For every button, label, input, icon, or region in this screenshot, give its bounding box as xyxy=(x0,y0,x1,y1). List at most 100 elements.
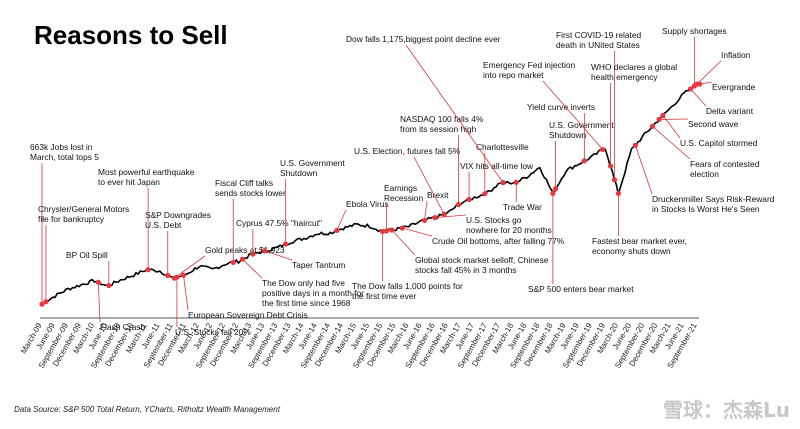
sp500-line xyxy=(41,83,698,305)
event-marker xyxy=(466,196,472,203)
event-leader-line xyxy=(405,44,504,183)
event-label: U.S. Stocks fall 20% xyxy=(175,327,251,337)
event-label: Global stock market selloff, Chinese stoc… xyxy=(415,255,549,275)
event-leader-line xyxy=(652,125,691,160)
event-marker xyxy=(632,142,639,148)
event-label: Ebola Virus xyxy=(346,199,389,209)
event-marker xyxy=(432,215,438,221)
event-label: Gold peaks at $1,923 xyxy=(205,245,285,255)
event-marker xyxy=(399,225,405,231)
event-marker xyxy=(607,163,614,169)
event-label: U.S. Government Shutdown xyxy=(549,120,614,140)
event-marker xyxy=(550,190,556,197)
event-marker xyxy=(389,227,395,233)
event-marker xyxy=(383,228,390,234)
event-label: Most powerful earthquake to ever hit Japa… xyxy=(98,167,195,187)
chart-title: Reasons to Sell xyxy=(34,20,228,50)
event-label: Fears of contested election xyxy=(690,159,760,179)
event-leader-line xyxy=(402,227,433,237)
event-leader-line xyxy=(242,258,263,279)
event-marker xyxy=(106,282,112,289)
event-leader-line xyxy=(696,60,722,85)
event-marker xyxy=(513,179,519,185)
event-marker xyxy=(262,248,268,254)
event-label: Delta variant xyxy=(706,106,754,116)
event-label: Earnings Recession xyxy=(384,183,423,203)
event-label: Fiscal Cliff talks sends stocks lower xyxy=(215,178,286,198)
event-marker xyxy=(380,228,386,235)
event-marker xyxy=(687,86,694,92)
event-marker xyxy=(656,116,662,123)
event-leader-line xyxy=(336,209,347,231)
event-marker xyxy=(649,123,656,129)
event-marker xyxy=(230,259,236,265)
event-label: Cyprus 47.5% "haircut" xyxy=(236,218,322,228)
event-label: Charlottesville xyxy=(476,142,529,152)
event-label: U.S. Capitol stormed xyxy=(680,138,758,148)
event-label: European Sovereign Debt Crisis xyxy=(188,310,308,320)
event-label: BP Oil Spill xyxy=(66,250,108,260)
event-label: Dow falls 1,175,biggest point decline ev… xyxy=(346,34,501,44)
event-label: S&P Downgrades U.S. Debt xyxy=(145,210,211,230)
event-label: Druckenmiller Says Risk-Reward in Stocks … xyxy=(652,194,775,214)
event-marker xyxy=(145,267,151,273)
event-leader-line xyxy=(424,200,428,221)
event-label: NASDAQ 100 falls 4% from its session high xyxy=(400,114,484,134)
event-label: Inflation xyxy=(721,50,751,60)
event-marker xyxy=(180,272,187,278)
event-label: Fastest bear market ever, economy shuts d… xyxy=(592,236,687,256)
event-label: Brexit xyxy=(427,190,449,200)
event-leader-line xyxy=(264,250,293,261)
event-marker xyxy=(95,279,101,285)
event-label: Trade War xyxy=(503,202,542,212)
event-marker xyxy=(691,83,697,89)
event-label: The Dow falls 1,000 points for the first … xyxy=(352,281,463,301)
event-marker xyxy=(455,201,462,208)
event-label: Emergency Fed injection into repo market xyxy=(483,60,576,80)
event-marker xyxy=(43,299,49,305)
event-leader-line xyxy=(413,156,445,215)
event-marker xyxy=(421,217,428,224)
event-marker xyxy=(615,190,622,197)
event-label: 663k Jobs lost in March, total tops 5 xyxy=(30,142,99,162)
watermark: 雪球：杰森Lu xyxy=(663,398,790,422)
event-label: U.S. Government Shutdown xyxy=(280,158,345,178)
data-source-note: Data Source: S&P 500 Total Return, YChar… xyxy=(14,405,280,414)
event-leader-line xyxy=(542,80,603,150)
event-leader-line xyxy=(635,145,653,195)
event-label: Supply shortages xyxy=(662,26,727,36)
event-marker xyxy=(482,191,488,197)
event-marker xyxy=(250,251,256,257)
event-leader-line xyxy=(434,214,467,219)
event-leader-line xyxy=(174,255,206,279)
event-marker xyxy=(500,180,506,186)
event-leader-line xyxy=(690,88,707,107)
event-marker xyxy=(660,112,666,119)
event-marker xyxy=(171,275,177,281)
event-marker xyxy=(239,256,246,262)
event-label: Second wave xyxy=(688,119,739,129)
event-marker xyxy=(581,158,587,164)
event-marker xyxy=(441,211,447,217)
event-label: S&P 500 enters bear market xyxy=(528,284,634,294)
event-marker xyxy=(165,272,171,279)
event-label: Yield curve inverts xyxy=(527,102,595,112)
event-leader-line xyxy=(391,229,416,256)
event-label: WHO declares a global health emergency xyxy=(591,62,677,82)
event-label: Crude Oil bottoms, after falling 77% xyxy=(432,236,565,246)
event-label: Flash Crash xyxy=(100,322,145,332)
event-marker xyxy=(552,186,559,192)
event-marker xyxy=(600,146,606,153)
event-label: Taper Tantrum xyxy=(292,260,345,270)
event-label: First COVID-19 related death in UNited St… xyxy=(556,30,642,50)
event-label: Chrysler/General Motors file for bankrupt… xyxy=(38,204,129,224)
event-label: U.S. Election, futures fall 5% xyxy=(354,146,461,156)
event-marker xyxy=(283,241,289,247)
event-marker xyxy=(611,177,618,183)
event-label: VIX hits all-time low xyxy=(460,161,534,171)
event-marker xyxy=(39,301,45,307)
event-label: The Dow only had five positive days in a … xyxy=(262,278,364,308)
event-leader-line xyxy=(183,275,189,311)
event-label: U.S. Stocks go nowhere for 20 months xyxy=(466,215,552,235)
